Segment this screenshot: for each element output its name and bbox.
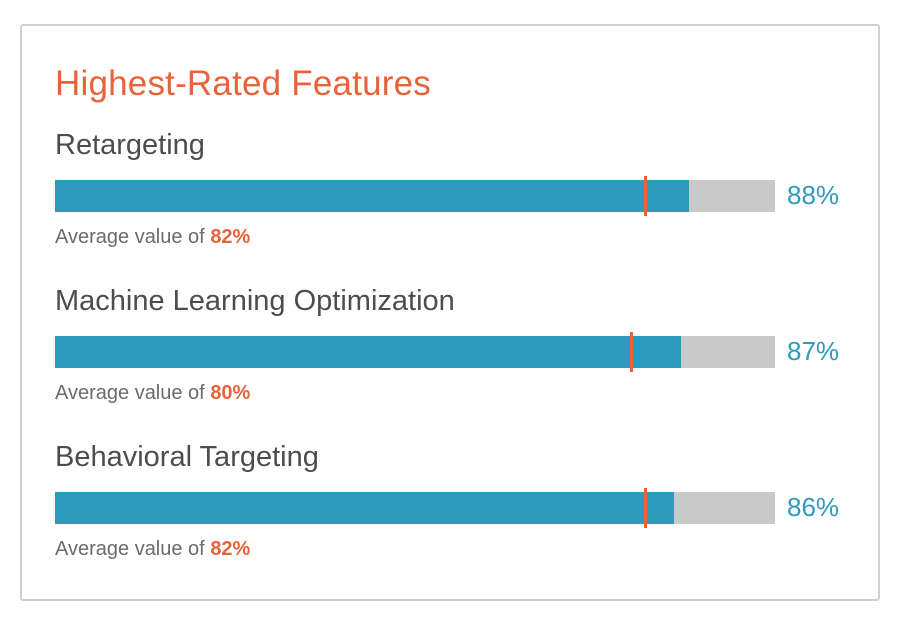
average-marker bbox=[644, 176, 647, 216]
card-title: Highest-Rated Features bbox=[55, 64, 431, 103]
feature-row: Machine Learning Optimization 87% Averag… bbox=[55, 284, 855, 424]
average-prefix: Average value of bbox=[55, 538, 205, 560]
rating-bar-track bbox=[55, 332, 775, 372]
features-card: Highest-Rated Features Retargeting 88% A… bbox=[20, 24, 880, 601]
rating-score: 87% bbox=[787, 336, 840, 366]
rating-score: 86% bbox=[787, 492, 840, 522]
feature-name: Retargeting bbox=[55, 129, 205, 161]
average-value: 80% bbox=[210, 382, 251, 404]
average-text: Average value of 80% bbox=[55, 380, 250, 406]
feature-name: Behavioral Targeting bbox=[55, 441, 319, 473]
average-marker bbox=[644, 488, 647, 528]
average-text: Average value of 82% bbox=[55, 536, 250, 562]
average-marker bbox=[630, 332, 633, 372]
feature-row: Behavioral Targeting 86% Average value o… bbox=[55, 440, 855, 580]
average-prefix: Average value of bbox=[55, 226, 205, 248]
rating-score: 88% bbox=[787, 180, 840, 210]
rating-bar-fill bbox=[55, 336, 681, 368]
rating-bar-track bbox=[55, 488, 775, 528]
feature-row: Retargeting 88% Average value of 82% bbox=[55, 128, 855, 268]
feature-name: Machine Learning Optimization bbox=[55, 285, 455, 317]
rating-bar-fill bbox=[55, 180, 689, 212]
rating-bar-track bbox=[55, 176, 775, 216]
rating-bar-fill bbox=[55, 492, 674, 524]
average-text: Average value of 82% bbox=[55, 224, 250, 250]
average-value: 82% bbox=[210, 538, 251, 560]
average-value: 82% bbox=[210, 226, 251, 248]
average-prefix: Average value of bbox=[55, 382, 205, 404]
